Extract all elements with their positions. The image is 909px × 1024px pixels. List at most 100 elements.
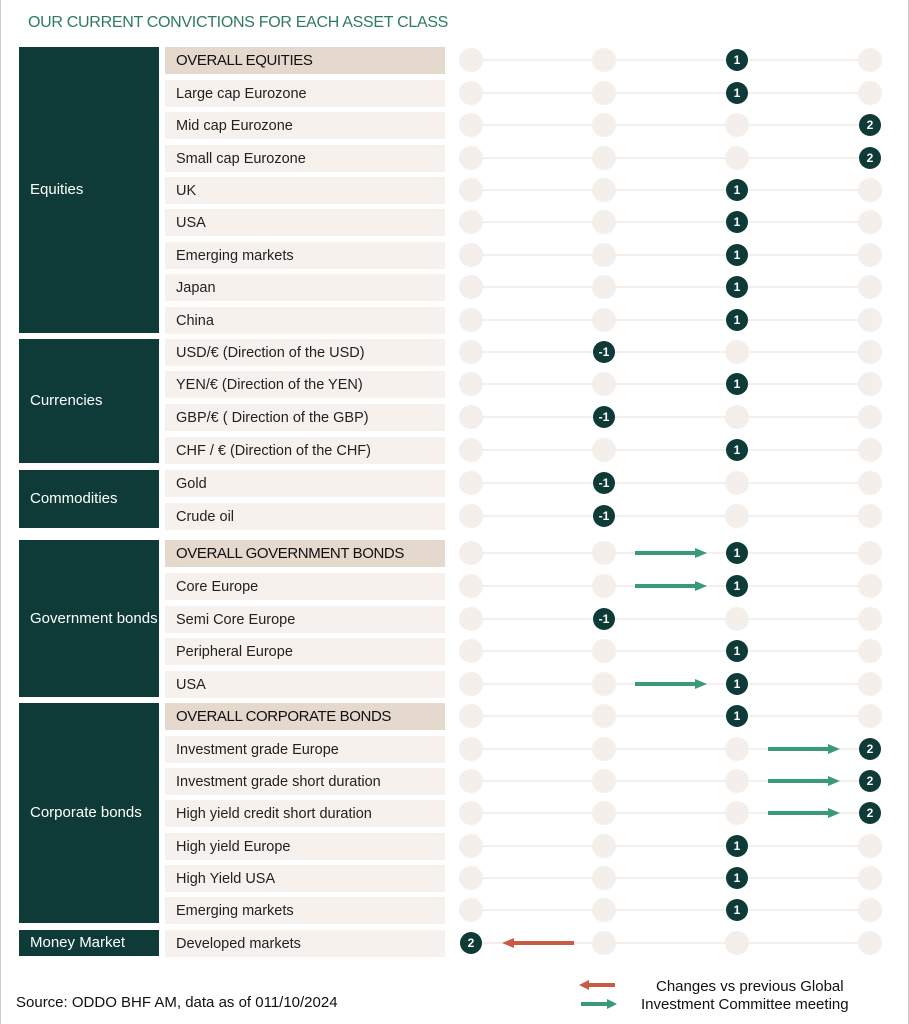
scale-dot <box>459 308 483 332</box>
scale-dot <box>858 275 882 299</box>
scale-line <box>471 319 870 321</box>
scale-dot <box>459 146 483 170</box>
scale-dot <box>592 801 616 825</box>
scale-dot <box>858 541 882 565</box>
conviction-marker: 1 <box>726 309 748 331</box>
scale-dot <box>459 574 483 598</box>
scale-dot <box>858 866 882 890</box>
scale-dot <box>858 471 882 495</box>
scale-dot <box>858 308 882 332</box>
scale-dot <box>459 704 483 728</box>
row-label: Small cap Eurozone <box>165 145 445 172</box>
conviction-marker: 2 <box>859 147 881 169</box>
row-label: Emerging markets <box>165 897 445 924</box>
row-label: UK <box>165 177 445 204</box>
row-label: Gold <box>165 470 445 497</box>
row-label: High yield credit short duration <box>165 800 445 827</box>
scale-dot <box>592 574 616 598</box>
scale-dot <box>459 48 483 72</box>
scale-dot <box>459 471 483 495</box>
scale-dot <box>592 866 616 890</box>
change-arrow-right-icon <box>635 581 707 591</box>
scale-dot <box>592 308 616 332</box>
scale-dot <box>858 243 882 267</box>
conviction-marker: 1 <box>726 640 748 662</box>
conviction-marker: 1 <box>726 575 748 597</box>
row-label: OVERALL GOVERNMENT BONDS <box>165 540 445 567</box>
row-label: GBP/€ ( Direction of the GBP) <box>165 404 445 431</box>
conviction-marker: 1 <box>726 835 748 857</box>
scale-dot <box>858 210 882 234</box>
conviction-marker: 2 <box>460 932 482 954</box>
scale-dot <box>725 607 749 631</box>
change-arrow-right-icon <box>635 548 707 558</box>
conviction-marker: 1 <box>726 276 748 298</box>
scale-dot <box>459 866 483 890</box>
row-label: Mid cap Eurozone <box>165 112 445 139</box>
conviction-marker: 1 <box>726 82 748 104</box>
scale-line <box>471 124 870 126</box>
row-label: Peripheral Europe <box>165 638 445 665</box>
scale-dot <box>459 737 483 761</box>
row-label: Emerging markets <box>165 242 445 269</box>
scale-dot <box>858 48 882 72</box>
scale-line <box>471 515 870 517</box>
row-label: Investment grade Europe <box>165 736 445 763</box>
change-arrow-right-icon <box>768 776 840 786</box>
conviction-marker: 2 <box>859 802 881 824</box>
scale-line <box>471 383 870 385</box>
scale-line <box>471 482 870 484</box>
group-government-bonds: Government bonds <box>19 540 159 697</box>
page-title: OUR CURRENT CONVICTIONS FOR EACH ASSET C… <box>28 14 449 31</box>
scale-line <box>471 780 870 782</box>
scale-dot <box>725 405 749 429</box>
scale-dot <box>592 834 616 858</box>
scale-dot <box>858 504 882 528</box>
scale-line <box>471 449 870 451</box>
scale-dot <box>858 340 882 364</box>
scale-dot <box>592 769 616 793</box>
change-arrow-right-icon <box>635 679 707 689</box>
scale-line <box>471 650 870 652</box>
row-label: High Yield USA <box>165 865 445 892</box>
row-label: Investment grade short duration <box>165 768 445 795</box>
scale-line <box>471 845 870 847</box>
source-note: Source: ODDO BHF AM, data as of 011/10/2… <box>16 994 338 1011</box>
scale-dot <box>592 210 616 234</box>
scale-dot <box>459 541 483 565</box>
scale-dot <box>858 704 882 728</box>
row-label: China <box>165 307 445 334</box>
scale-dot <box>858 405 882 429</box>
row-label: YEN/€ (Direction of the YEN) <box>165 371 445 398</box>
scale-dot <box>592 146 616 170</box>
scale-dot <box>725 471 749 495</box>
change-arrow-right-icon <box>768 744 840 754</box>
scale-dot <box>725 769 749 793</box>
scale-dot <box>592 438 616 462</box>
scale-dot <box>592 737 616 761</box>
scale-dot <box>725 931 749 955</box>
scale-dot <box>592 48 616 72</box>
scale-line <box>471 254 870 256</box>
conviction-marker: -1 <box>593 472 615 494</box>
conviction-marker: 1 <box>726 439 748 461</box>
row-label: Semi Core Europe <box>165 606 445 633</box>
scale-dot <box>592 113 616 137</box>
scale-dot <box>459 438 483 462</box>
change-arrow-right-icon <box>768 808 840 818</box>
scale-dot <box>592 81 616 105</box>
conviction-marker: 1 <box>726 373 748 395</box>
conviction-marker: -1 <box>593 341 615 363</box>
scale-dot <box>858 178 882 202</box>
row-label: High yield Europe <box>165 833 445 860</box>
conviction-marker: 1 <box>726 705 748 727</box>
scale-dot <box>592 372 616 396</box>
scale-dot <box>858 372 882 396</box>
scale-dot <box>459 210 483 234</box>
scale-dot <box>725 340 749 364</box>
scale-dot <box>725 801 749 825</box>
scale-dot <box>858 931 882 955</box>
scale-dot <box>459 769 483 793</box>
scale-dot <box>459 340 483 364</box>
